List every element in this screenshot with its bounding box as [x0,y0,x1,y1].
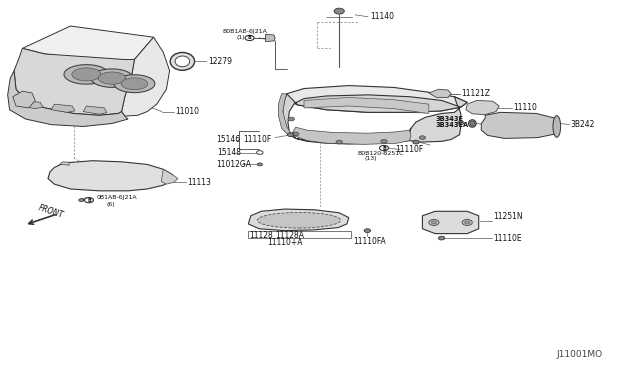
Text: 11128A: 11128A [275,231,304,240]
Polygon shape [14,48,134,115]
Text: 11113: 11113 [187,178,211,187]
Polygon shape [51,104,75,112]
Circle shape [288,117,294,121]
Text: 15148: 15148 [218,148,242,157]
Polygon shape [408,97,467,142]
Circle shape [245,35,254,41]
Text: J11001MO: J11001MO [557,350,603,359]
Ellipse shape [121,78,148,90]
Polygon shape [13,91,35,108]
Text: B0B120-B251C: B0B120-B251C [357,151,404,156]
Polygon shape [481,112,558,138]
Text: 0B1AB-6J21A: 0B1AB-6J21A [97,195,137,201]
Polygon shape [291,127,411,144]
Text: B: B [248,35,252,41]
Polygon shape [304,97,429,113]
Ellipse shape [72,68,101,81]
Text: 11121Z: 11121Z [461,89,490,98]
Ellipse shape [99,72,125,84]
Text: B: B [87,198,91,203]
Text: 3B343EA: 3B343EA [435,122,468,128]
Circle shape [84,198,93,203]
Ellipse shape [170,52,195,70]
Polygon shape [8,71,128,126]
Polygon shape [83,106,107,114]
Text: 12279: 12279 [208,57,232,66]
Circle shape [79,199,84,202]
Ellipse shape [257,212,340,228]
Polygon shape [466,100,499,115]
Text: FRONT: FRONT [37,204,65,220]
Text: 11110E: 11110E [493,234,522,243]
Circle shape [465,221,470,224]
Polygon shape [22,26,154,63]
Text: 11110F: 11110F [396,145,424,154]
Circle shape [334,8,344,14]
Polygon shape [266,34,275,42]
Circle shape [458,121,464,125]
Text: 15146: 15146 [216,135,241,144]
Polygon shape [48,161,173,191]
Text: 11010: 11010 [175,107,200,116]
Circle shape [381,140,387,143]
Text: 11012GA: 11012GA [216,160,252,169]
Circle shape [287,133,294,137]
Ellipse shape [468,120,476,127]
Text: 11110+A: 11110+A [267,238,303,247]
Circle shape [413,140,419,144]
Polygon shape [122,37,170,116]
Ellipse shape [470,121,475,126]
Circle shape [431,221,436,224]
Ellipse shape [114,75,155,93]
Polygon shape [278,94,291,135]
Text: (6): (6) [106,202,115,207]
Polygon shape [60,162,69,165]
Polygon shape [283,94,461,144]
Text: 11128: 11128 [250,231,273,240]
Text: 11110FA: 11110FA [353,237,386,246]
Text: 11140: 11140 [370,12,394,21]
Circle shape [438,236,445,240]
Ellipse shape [553,116,561,137]
Circle shape [292,132,299,136]
Circle shape [364,229,371,232]
Polygon shape [285,86,467,112]
Polygon shape [422,211,479,234]
Polygon shape [248,209,349,231]
Text: B0B1AB-6J21A: B0B1AB-6J21A [223,29,268,34]
Text: 11110F: 11110F [243,135,271,144]
Circle shape [257,163,262,166]
Ellipse shape [175,56,189,67]
Text: (13): (13) [365,156,378,161]
Circle shape [257,151,263,154]
Circle shape [462,219,472,225]
Polygon shape [19,100,43,109]
Polygon shape [429,89,451,97]
Text: (1): (1) [237,35,245,40]
Circle shape [336,140,342,144]
Text: 11251N: 11251N [493,212,522,221]
Ellipse shape [64,65,109,84]
Polygon shape [161,169,178,184]
Ellipse shape [91,69,133,87]
Circle shape [419,136,426,140]
Circle shape [429,219,439,225]
Text: 3B343E: 3B343E [435,116,463,122]
Text: 11110: 11110 [513,103,537,112]
Text: 3B242: 3B242 [571,120,595,129]
Circle shape [380,145,388,151]
Text: B: B [382,145,386,151]
